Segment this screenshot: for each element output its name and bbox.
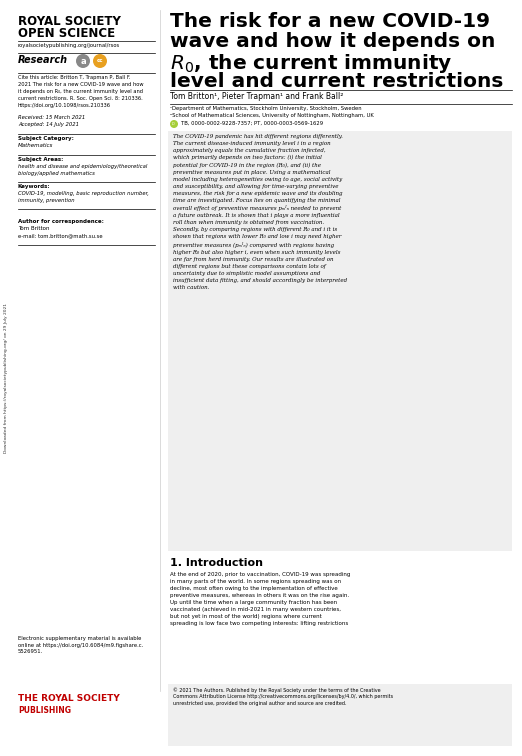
Text: Author for correspondence:: Author for correspondence: [18,219,104,224]
Text: Downloaded from https://royalsocietypublishing.org/ on 29 July 2021: Downloaded from https://royalsocietypubl… [4,303,8,453]
Text: PUBLISHING: PUBLISHING [18,706,71,715]
Text: THE ROYAL SOCIETY: THE ROYAL SOCIETY [18,694,120,703]
Text: Keywords:: Keywords: [18,184,51,189]
Text: TB, 0000-0002-9228-7357; PT, 0000-0003-0569-1629: TB, 0000-0002-9228-7357; PT, 0000-0003-0… [181,121,323,126]
Circle shape [170,120,178,128]
Text: The COVID-19 pandemic has hit different regions differently.
The current disease: The COVID-19 pandemic has hit different … [173,134,347,290]
Text: ¹Department of Mathematics, Stockholm University, Stockholm, Sweden: ¹Department of Mathematics, Stockholm Un… [170,106,362,111]
Text: iD: iD [172,122,176,126]
Text: Subject Category:: Subject Category: [18,136,74,141]
Text: Tom Britton: Tom Britton [18,226,50,231]
Text: Electronic supplementary material is available
online at https://doi.org/10.6084: Electronic supplementary material is ava… [18,636,143,654]
Text: 1. Introduction: 1. Introduction [170,558,263,568]
Text: The risk for a new COVID-19: The risk for a new COVID-19 [170,12,490,31]
Text: At the end of 2020, prior to vaccination, COVID-19 was spreading
in many parts o: At the end of 2020, prior to vaccination… [170,572,350,626]
Text: e-mail: tom.britton@math.su.se: e-mail: tom.britton@math.su.se [18,233,103,238]
Text: Cite this article: Britton T, Trapman P, Ball F.
2021 The risk for a new COVID-1: Cite this article: Britton T, Trapman P,… [18,75,144,108]
Text: royalsocietypublishing.org/journal/rsos: royalsocietypublishing.org/journal/rsos [18,43,120,48]
Text: OPEN SCIENCE: OPEN SCIENCE [18,27,115,40]
Text: Tom Britton¹, Pieter Trapman¹ and Frank Ball²: Tom Britton¹, Pieter Trapman¹ and Frank … [170,92,343,101]
Circle shape [76,54,90,68]
Text: Received: 15 March 2021: Received: 15 March 2021 [18,115,85,120]
Circle shape [93,54,107,68]
Text: Research: Research [18,55,68,65]
Text: health and disease and epidemiology/theoretical
biology/applied mathematics: health and disease and epidemiology/theo… [18,164,147,175]
Text: cc: cc [97,58,103,64]
Text: Accepted: 14 July 2021: Accepted: 14 July 2021 [18,122,79,127]
Text: ²School of Mathematical Sciences, University of Nottingham, Nottingham, UK: ²School of Mathematical Sciences, Univer… [170,113,374,118]
Text: ROYAL SOCIETY: ROYAL SOCIETY [18,15,121,28]
Text: level and current restrictions: level and current restrictions [170,72,503,91]
Text: Mathematics: Mathematics [18,143,53,148]
Text: © 2021 The Authors. Published by the Royal Society under the terms of the Creati: © 2021 The Authors. Published by the Roy… [173,687,393,706]
Text: $\mathit{R}$$_0$, the current immunity: $\mathit{R}$$_0$, the current immunity [170,52,453,75]
Text: Subject Areas:: Subject Areas: [18,157,63,162]
Text: wave and how it depends on: wave and how it depends on [170,32,495,51]
FancyBboxPatch shape [168,131,512,551]
Text: COVID-19, modelling, basic reproduction number,
immunity, prevention: COVID-19, modelling, basic reproduction … [18,191,149,203]
FancyBboxPatch shape [168,684,512,746]
Text: a: a [80,57,86,66]
